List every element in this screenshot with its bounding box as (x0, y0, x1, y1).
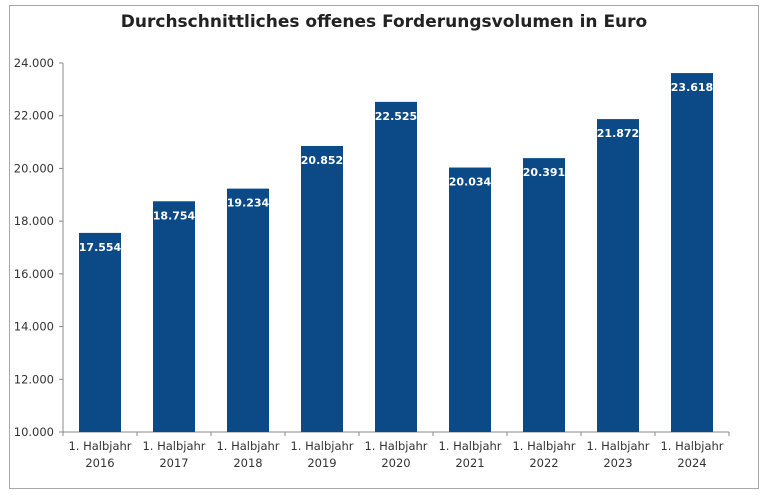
bar (375, 101, 417, 433)
x-tick-label: 1. Halbjahr (216, 439, 279, 453)
data-label: 20.391 (523, 166, 565, 179)
data-label: 20.034 (449, 176, 492, 189)
chart-frame (9, 5, 759, 489)
chart-title: Durchschnittliches offenes Forderungsvol… (120, 12, 648, 32)
x-tick-label-year: 2022 (529, 456, 558, 470)
x-tick-label: 1. Halbjahr (364, 439, 427, 453)
bar (523, 158, 565, 432)
y-tick-label: 16.000 (14, 267, 54, 281)
bar (449, 167, 491, 433)
bar (153, 201, 195, 432)
bar (79, 232, 121, 432)
x-tick-label-year: 2016 (85, 456, 114, 470)
x-tick-label: 1. Halbjahr (660, 439, 723, 453)
x-tick-label: 1. Halbjahr (142, 439, 205, 453)
bar (597, 119, 639, 432)
y-tick-label: 24.000 (14, 56, 54, 70)
data-label: 22.525 (375, 110, 417, 123)
x-tick-label: 1. Halbjahr (586, 439, 649, 453)
bar (227, 188, 269, 432)
x-tick-label: 1. Halbjahr (290, 439, 353, 453)
y-tick-label: 14.000 (14, 320, 54, 334)
data-label: 20.852 (301, 154, 343, 167)
data-label: 21.872 (597, 127, 639, 140)
data-label: 18.754 (153, 209, 196, 222)
x-tick-label-year: 2024 (677, 456, 706, 470)
y-tick-label: 12.000 (14, 372, 54, 386)
bar (301, 145, 343, 432)
x-tick-label-year: 2018 (233, 456, 262, 470)
y-tick-label: 10.000 (14, 425, 54, 439)
x-tick-label: 1. Halbjahr (68, 439, 131, 453)
y-tick-label: 20.000 (14, 161, 54, 175)
data-label: 17.554 (79, 241, 122, 254)
x-tick-label-year: 2020 (381, 456, 410, 470)
y-tick-label: 22.000 (14, 109, 54, 123)
x-tick-label: 1. Halbjahr (438, 439, 501, 453)
x-tick-label-year: 2021 (455, 456, 484, 470)
bar (671, 73, 713, 433)
x-tick-label-year: 2017 (159, 456, 188, 470)
x-tick-label-year: 2023 (603, 456, 632, 470)
x-tick-label-year: 2019 (307, 456, 336, 470)
x-tick-label: 1. Halbjahr (512, 439, 575, 453)
y-tick-label: 18.000 (14, 214, 54, 228)
data-label: 23.618 (671, 81, 713, 94)
data-label: 19.234 (227, 197, 270, 210)
